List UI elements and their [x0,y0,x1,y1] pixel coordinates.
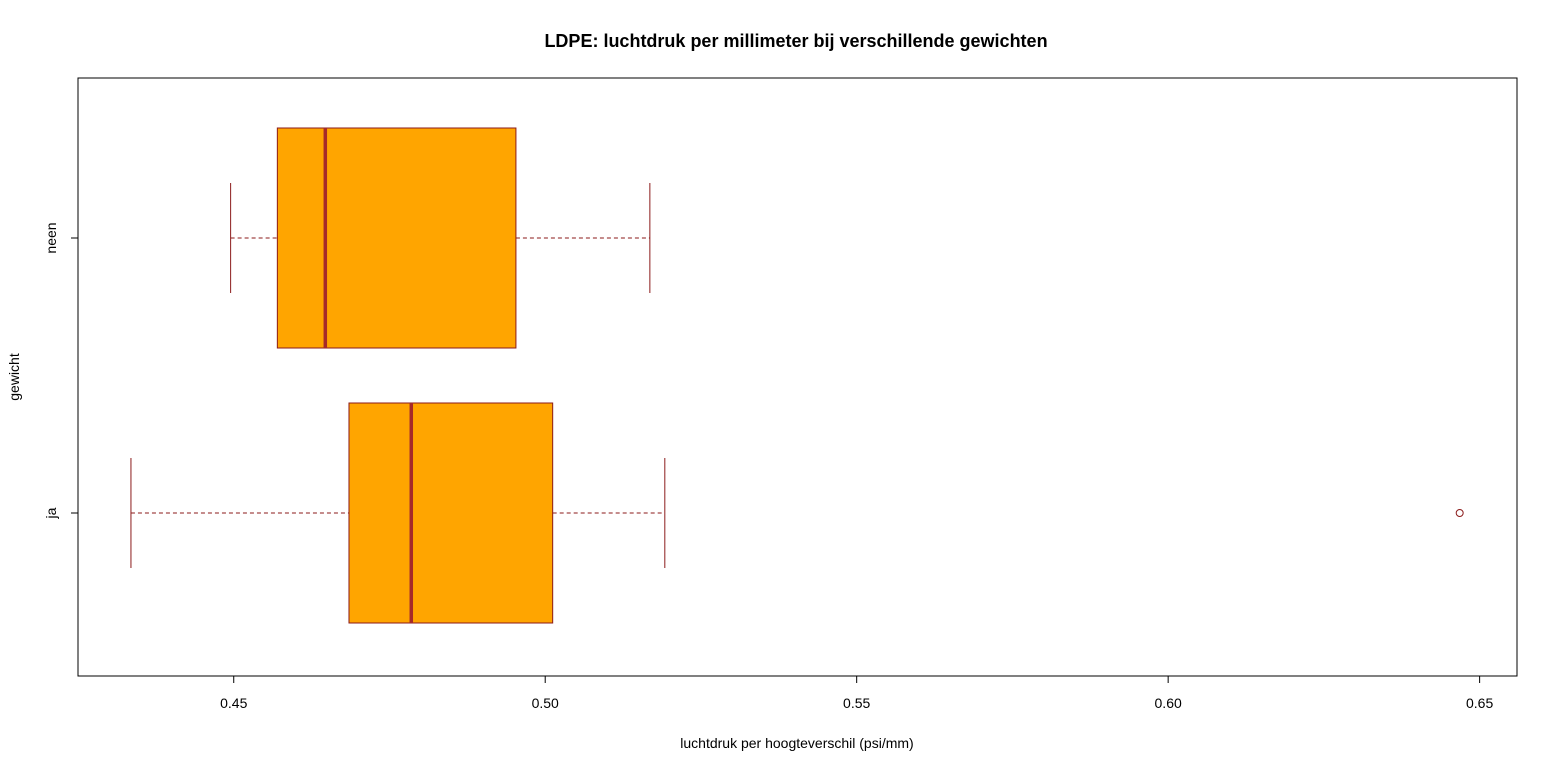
x-axis-title: luchtdruk per hoogteverschil (psi/mm) [680,735,913,751]
y-tick-label-ja: ja [43,507,59,519]
y-tick-label-neen: neen [43,222,59,253]
chart-title: LDPE: luchtdruk per millimeter bij versc… [544,31,1047,51]
box-ja [130,402,1464,624]
x-axis: 0.45 0.50 0.55 0.60 0.65 [220,675,1493,711]
box-iqr [348,402,554,624]
box-iqr [276,127,517,349]
y-axis: ja neen [43,222,78,519]
x-tick-label: 0.65 [1466,695,1493,711]
boxes-group [130,127,1464,624]
x-tick-label: 0.45 [220,695,247,711]
box-neen [230,127,651,349]
x-tick-label: 0.50 [532,695,559,711]
y-axis-title: gewicht [6,353,22,401]
x-tick-label: 0.60 [1155,695,1182,711]
outlier-point [1455,509,1464,517]
x-tick-label: 0.55 [843,695,870,711]
